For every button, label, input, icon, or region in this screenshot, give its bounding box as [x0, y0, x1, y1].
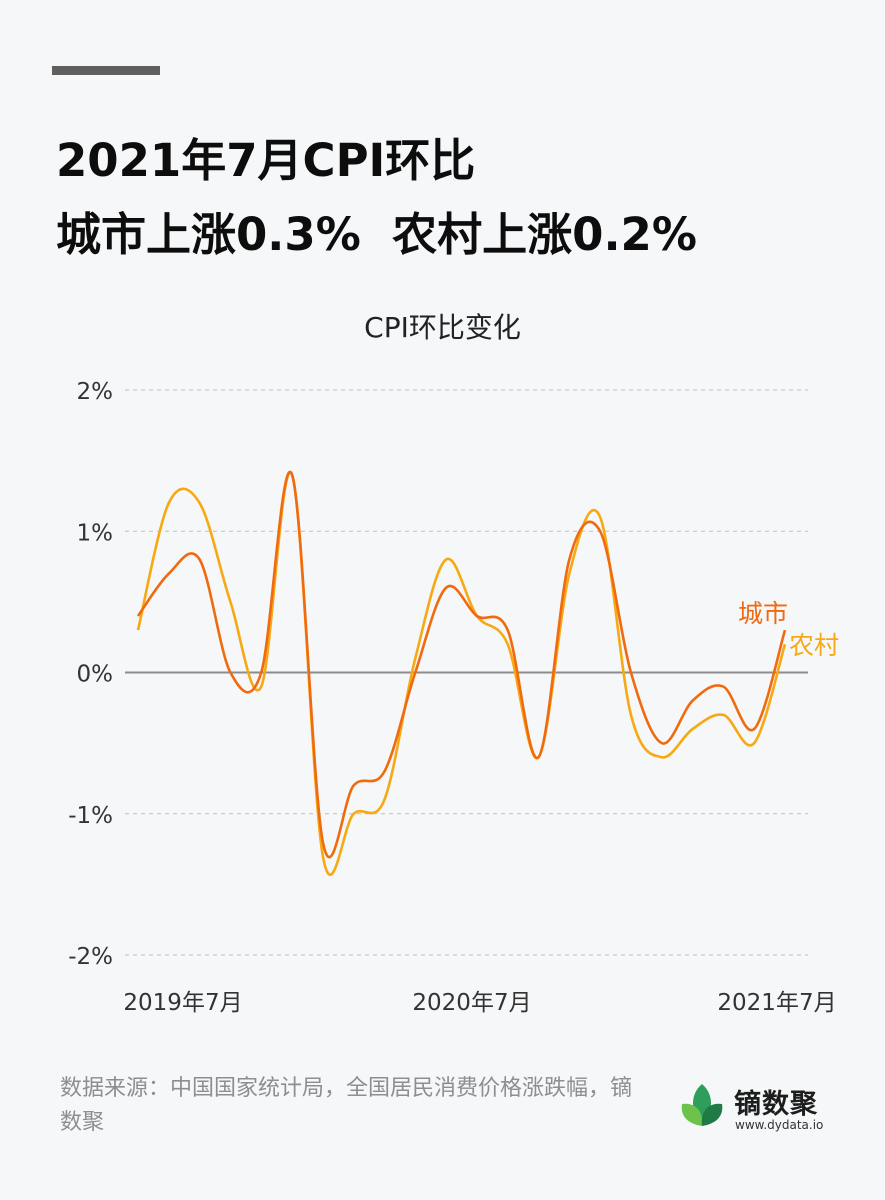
- leaf-logo-icon: [681, 1084, 723, 1126]
- y-tick-label: 0%: [77, 662, 114, 688]
- source-note: 数据来源：中国国家统计局，全国居民消费价格涨跌幅，镝数聚: [60, 1076, 633, 1135]
- headline: 2021年7月CPI环比 城市上涨0.3% 农村上涨0.2%: [56, 124, 697, 272]
- brand-logo: 镝数聚 www.dydata.io: [678, 1078, 848, 1138]
- top-accent-bar: [52, 66, 160, 75]
- x-tick-label: 2021年7月: [717, 990, 836, 1016]
- rural-series-label: 农村: [789, 631, 839, 660]
- brand-url: www.dydata.io: [735, 1118, 824, 1132]
- city-series-line: [136, 470, 787, 859]
- city-series-label: 城市: [738, 599, 788, 628]
- chart-title: CPI环比变化: [364, 311, 521, 344]
- y-tick-label: 1%: [77, 520, 114, 546]
- x-tick-label: 2019年7月: [123, 990, 242, 1016]
- headline-line-2: 城市上涨0.3% 农村上涨0.2%: [56, 208, 697, 261]
- y-tick-label: -2%: [68, 944, 113, 970]
- y-tick-label: 2%: [77, 379, 114, 405]
- rural-series-line: [136, 470, 787, 876]
- y-tick-label: -1%: [68, 803, 113, 829]
- brand-name: 镝数聚: [734, 1089, 818, 1120]
- x-tick-label: 2020年7月: [412, 990, 531, 1016]
- headline-line-1: 2021年7月CPI环比: [56, 134, 476, 187]
